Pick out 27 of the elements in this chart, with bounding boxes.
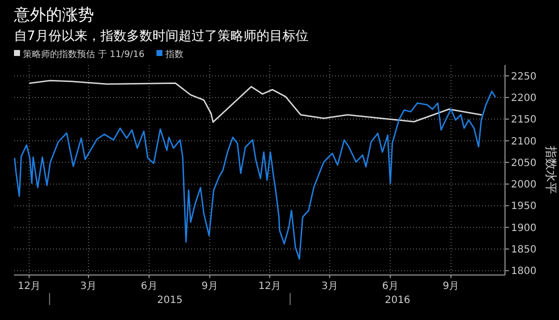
- x-tick-label: 12月: [18, 281, 41, 292]
- x-tick-label: 3月: [80, 281, 97, 292]
- y-tick-label: 2100: [511, 136, 536, 148]
- y-tick-label: 2150: [511, 114, 536, 126]
- x-tick-label: 6月: [140, 281, 158, 292]
- text: 2015: [157, 295, 183, 306]
- line-series: [14, 90, 496, 260]
- y-tick-label: 1850: [511, 244, 536, 256]
- y-axis-title: 指数水平: [544, 145, 558, 194]
- y-tick-label: 1900: [511, 222, 536, 234]
- legend-label: 指数: [164, 49, 184, 60]
- x-tick-label: 9月: [442, 281, 460, 292]
- line-series: [29, 80, 482, 123]
- chart-title: 意外的涨势: [13, 5, 94, 24]
- chart-subtitle: 自7月份以来，指数多数时间超过了策略师的目标位: [14, 29, 308, 44]
- x-tick-label: 3月: [322, 281, 338, 292]
- y-tick-label: 2000: [511, 180, 536, 191]
- y-tick-label: 2050: [511, 158, 536, 169]
- y-tick-label: 1800: [511, 266, 536, 278]
- x-tick-label: 9月: [202, 281, 218, 292]
- x-tick-label: 6月: [382, 281, 399, 292]
- legend-label: 策略师的指数预估 于 11/9/16: [23, 49, 145, 60]
- y-tick-label: 1950: [511, 201, 536, 212]
- y-tick-label: 2200: [511, 92, 536, 104]
- x-tick-label: 12月: [258, 281, 282, 292]
- y-tick-label: 2250: [511, 71, 536, 82]
- text: 2016: [384, 295, 410, 306]
